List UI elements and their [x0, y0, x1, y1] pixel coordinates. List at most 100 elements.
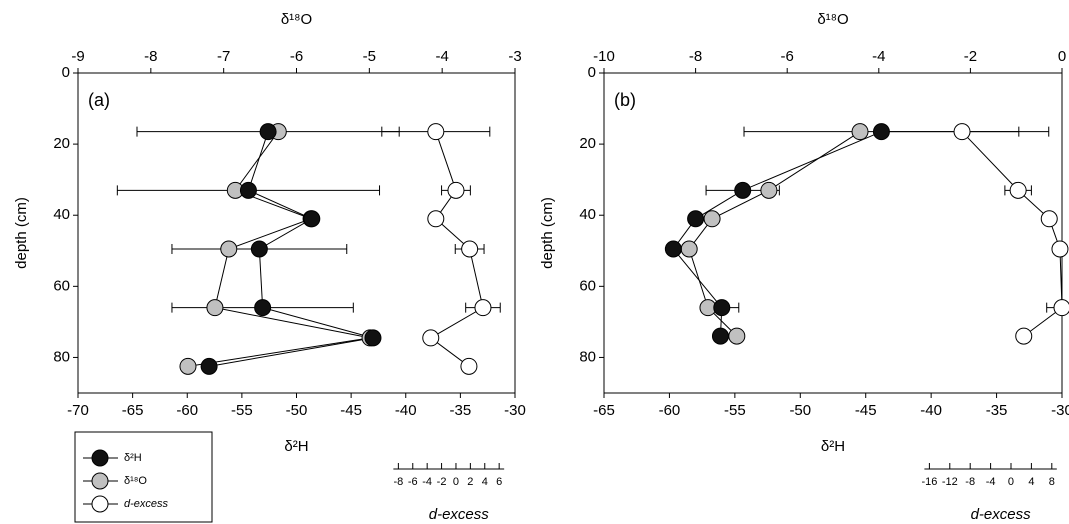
- top-tick-label: -2: [964, 48, 977, 65]
- marker: [953, 123, 971, 141]
- bottom-tick-label: -45: [855, 402, 877, 419]
- legend-marker: [91, 495, 109, 513]
- marker: [461, 240, 479, 258]
- top-axis-label: δ¹⁸O: [281, 11, 312, 28]
- d-scale-tick-label: 8: [1049, 476, 1055, 488]
- marker: [1053, 299, 1069, 317]
- marker: [254, 299, 272, 317]
- y-tick-label: 0: [62, 64, 70, 81]
- d-axis-label: d-excess: [429, 506, 490, 523]
- y-tick-label: 20: [53, 135, 70, 152]
- marker: [687, 210, 705, 228]
- top-tick-label: -6: [781, 48, 794, 65]
- bottom-tick-label: -45: [340, 402, 362, 419]
- bottom-tick-label: -65: [122, 402, 144, 419]
- d-scale-tick-label: 4: [1028, 476, 1034, 488]
- d-scale-tick-label: 4: [482, 476, 488, 488]
- y-tick-label: 0: [588, 64, 596, 81]
- bottom-tick-label: -55: [724, 402, 746, 419]
- top-tick-label: -10: [593, 48, 615, 65]
- top-axis-label: δ¹⁸O: [817, 11, 848, 28]
- marker: [1040, 210, 1058, 228]
- marker: [760, 181, 778, 199]
- marker: [664, 240, 682, 258]
- legend-marker: [91, 449, 109, 467]
- bottom-tick-label: -40: [395, 402, 417, 419]
- bottom-tick-label: -50: [789, 402, 811, 419]
- top-tick-label: -8: [144, 48, 157, 65]
- top-tick-label: -6: [290, 48, 303, 65]
- top-tick-label: -4: [435, 48, 448, 65]
- bottom-axis-label: δ²H: [821, 438, 845, 455]
- marker: [422, 329, 440, 347]
- marker: [250, 240, 268, 258]
- d-axis-label: d-excess: [971, 506, 1032, 523]
- marker: [220, 240, 238, 258]
- bottom-axis-label: δ²H: [284, 438, 308, 455]
- legend-marker: [91, 472, 109, 490]
- legend-label: d-excess: [124, 498, 169, 510]
- marker: [728, 327, 746, 345]
- y-tick-label: 20: [579, 135, 596, 152]
- bottom-tick-label: -50: [286, 402, 308, 419]
- marker: [713, 299, 731, 317]
- y-tick-label: 40: [53, 206, 70, 223]
- y-tick-label: 60: [53, 277, 70, 294]
- marker: [711, 327, 729, 345]
- marker: [303, 210, 321, 228]
- y-tick-label: 60: [579, 277, 596, 294]
- top-tick-label: -4: [872, 48, 885, 65]
- d-scale-tick-label: -12: [942, 476, 958, 488]
- marker: [1009, 181, 1027, 199]
- marker: [447, 181, 465, 199]
- top-tick-label: -5: [363, 48, 376, 65]
- bottom-tick-label: -35: [986, 402, 1008, 419]
- bottom-tick-label: -70: [67, 402, 89, 419]
- y-tick-label: 40: [579, 206, 596, 223]
- top-tick-label: -3: [508, 48, 521, 65]
- y-tick-label: 80: [53, 348, 70, 365]
- marker: [179, 357, 197, 375]
- plot-frame: [603, 72, 1063, 394]
- top-tick-label: -9: [71, 48, 84, 65]
- marker: [1015, 327, 1033, 345]
- d-scale-tick-label: -4: [986, 476, 996, 488]
- legend-label: δ²H: [124, 452, 142, 464]
- marker: [239, 181, 257, 199]
- panel-label: (b): [614, 90, 636, 110]
- marker: [427, 123, 445, 141]
- d-scale-tick-label: 0: [453, 476, 459, 488]
- top-tick-label: 0: [1058, 48, 1066, 65]
- d-scale-tick-label: -2: [437, 476, 447, 488]
- d-scale-tick-label: 0: [1008, 476, 1014, 488]
- plot-frame: [77, 72, 516, 394]
- marker: [474, 299, 492, 317]
- bottom-tick-label: -30: [504, 402, 526, 419]
- marker: [703, 210, 721, 228]
- bottom-tick-label: -60: [659, 402, 681, 419]
- d-scale-tick-label: 6: [496, 476, 502, 488]
- marker: [872, 123, 890, 141]
- y-axis-label: depth (cm): [539, 197, 556, 269]
- bottom-tick-label: -65: [593, 402, 615, 419]
- panel-label: (a): [88, 90, 110, 110]
- bottom-tick-label: -40: [920, 402, 942, 419]
- bottom-tick-label: -30: [1051, 402, 1069, 419]
- d-scale-tick-label: -8: [965, 476, 975, 488]
- marker: [427, 210, 445, 228]
- marker: [734, 181, 752, 199]
- y-tick-label: 80: [579, 348, 596, 365]
- d-scale-tick-label: -4: [422, 476, 432, 488]
- marker: [206, 299, 224, 317]
- d-scale-tick-label: 2: [467, 476, 473, 488]
- marker: [200, 357, 218, 375]
- legend-label: δ¹⁸O: [124, 475, 147, 487]
- d-scale-tick-label: -16: [921, 476, 937, 488]
- marker: [364, 329, 382, 347]
- bottom-tick-label: -55: [231, 402, 253, 419]
- marker: [851, 123, 869, 141]
- marker: [259, 123, 277, 141]
- d-scale-tick-label: -8: [393, 476, 403, 488]
- marker: [460, 357, 478, 375]
